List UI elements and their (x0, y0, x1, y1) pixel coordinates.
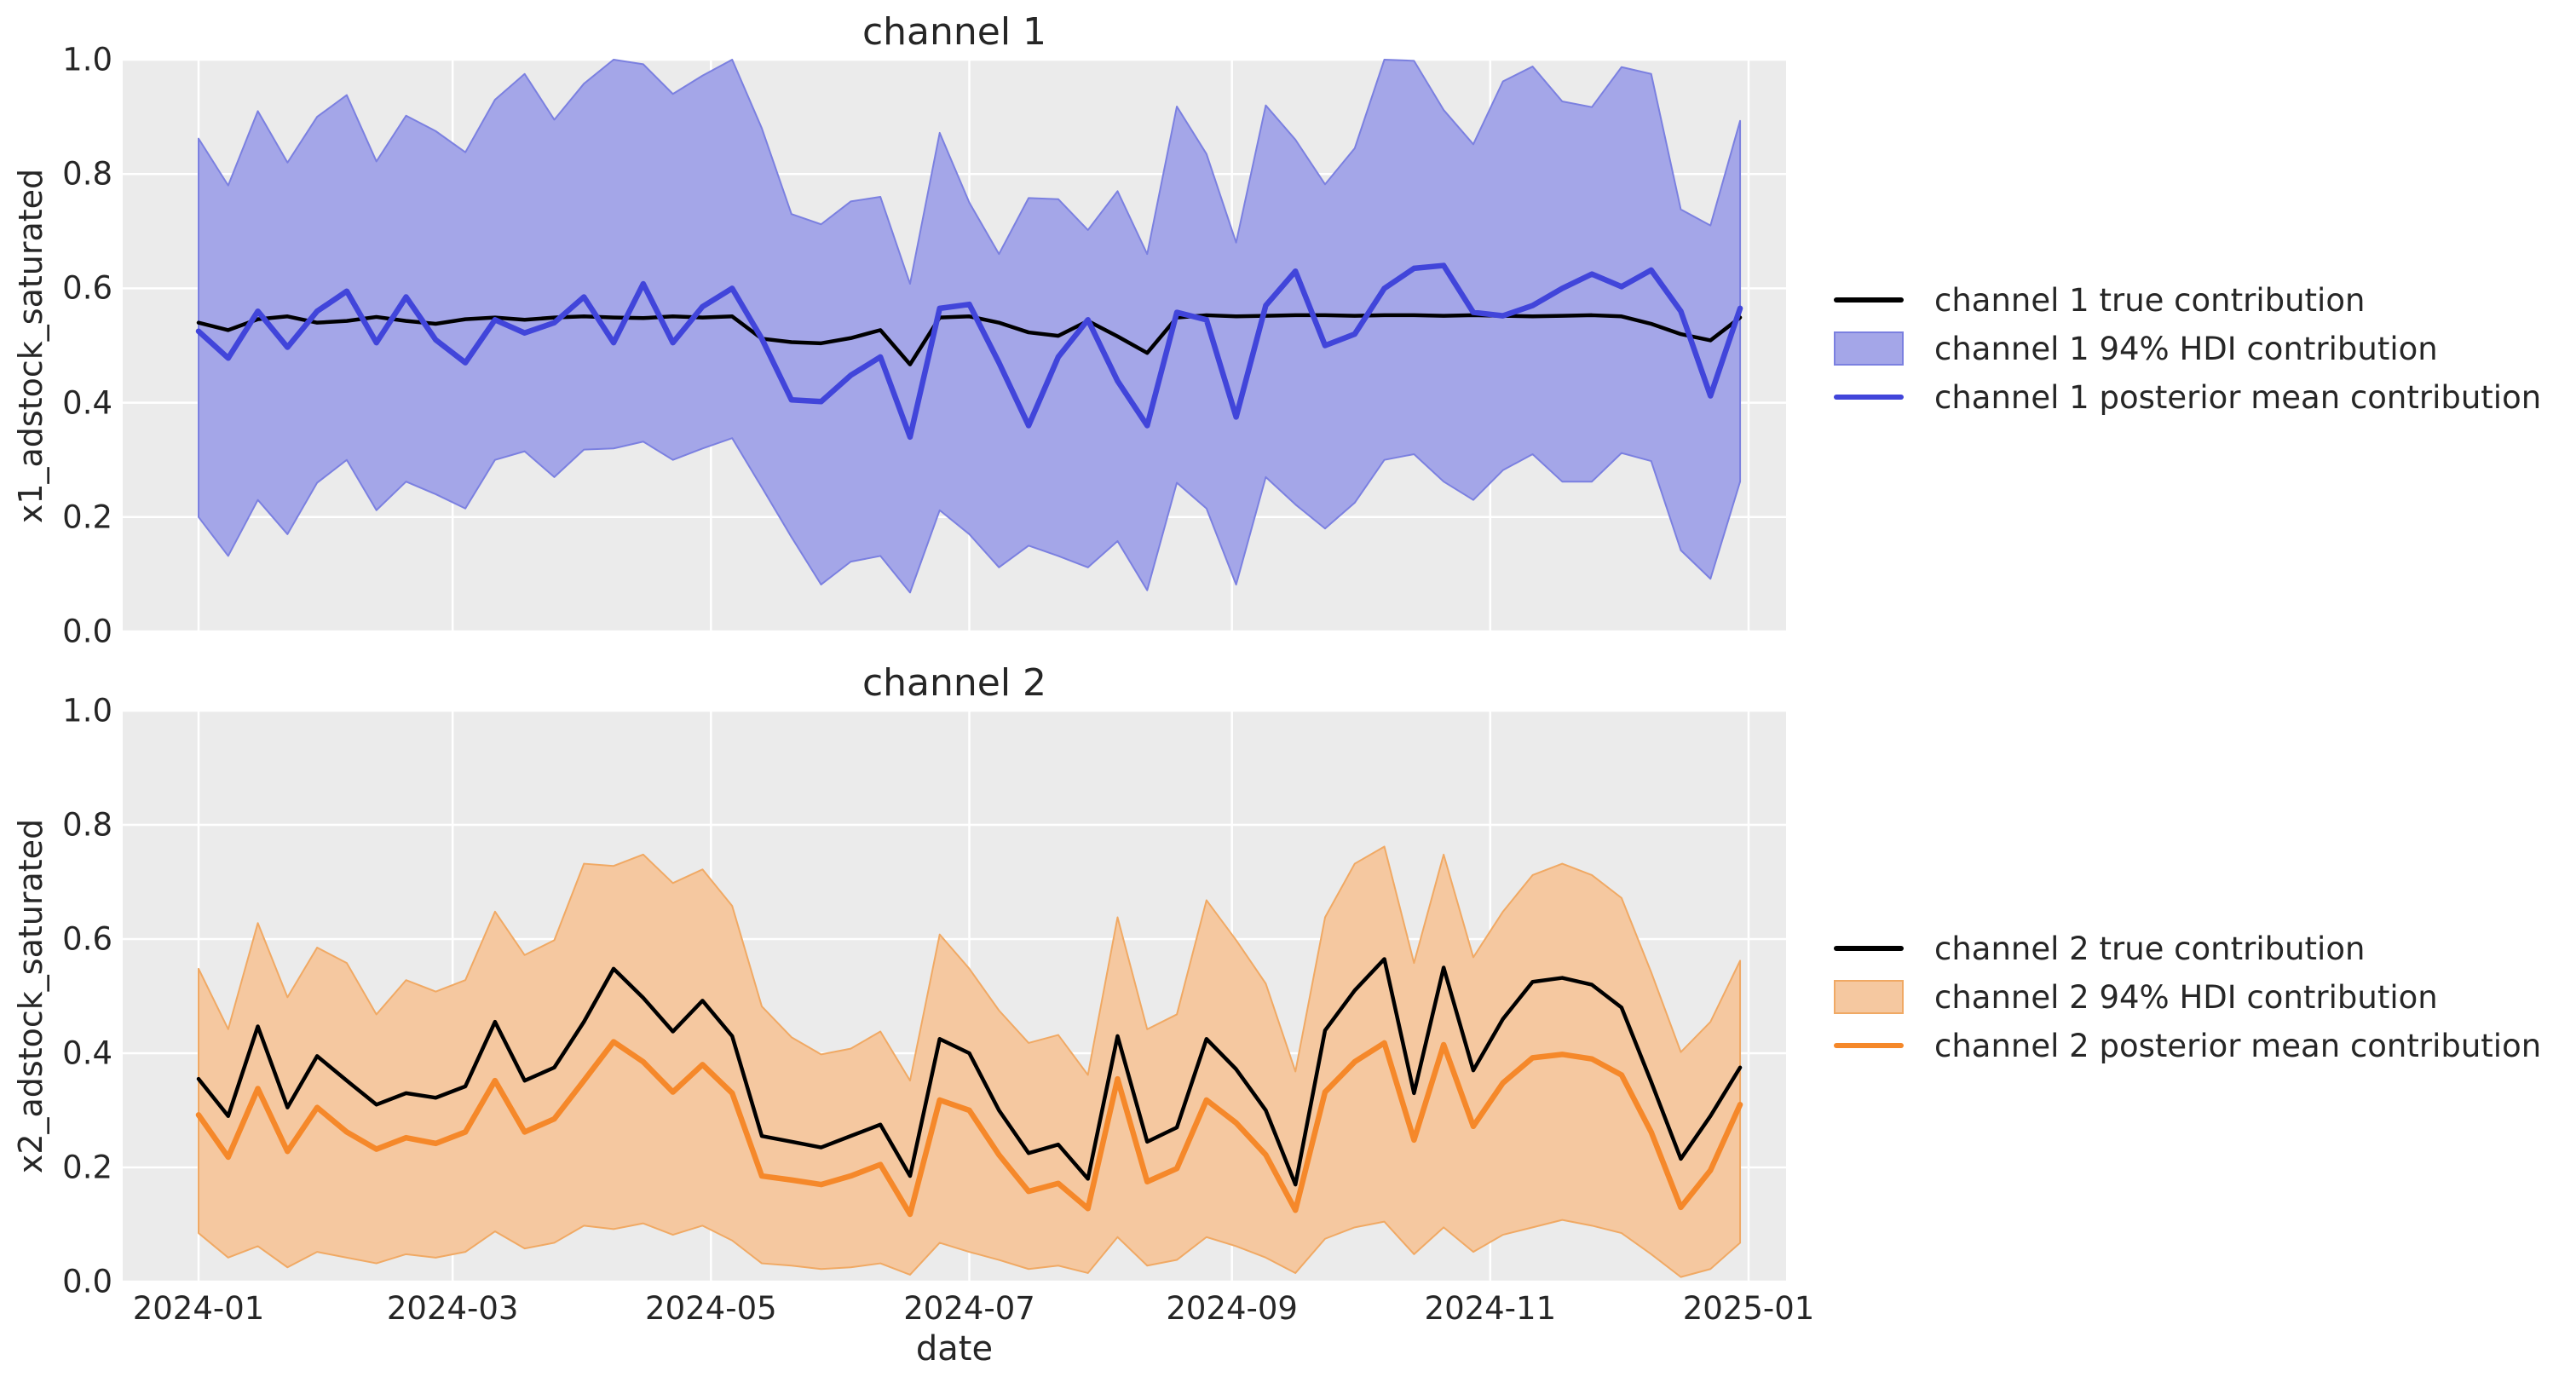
x-tick-label: 2024-11 (1424, 1290, 1557, 1327)
legend-label: channel 1 posterior mean contribution (1934, 378, 2542, 416)
hdi-band (198, 59, 1742, 594)
orange-line-swatch-icon (1834, 1043, 1904, 1048)
hdi-band-swatch-icon (1834, 980, 1904, 1014)
y-axis-label-channel-2: x2_adstock_saturated (12, 818, 49, 1174)
chart-title-channel-2: channel 2 (862, 661, 1047, 705)
true-contribution-line (196, 957, 1743, 1187)
legend-label: channel 2 true contribution (1934, 930, 2366, 967)
posterior-mean-line (195, 262, 1743, 441)
y-tick-label: 0.8 (62, 806, 112, 844)
y-tick-label: 0.8 (62, 155, 112, 193)
legend-item-posterior-mean-1: channel 1 posterior mean contribution (1834, 373, 2541, 421)
black-line-swatch-icon (1834, 946, 1904, 951)
legend-label: channel 1 true contribution (1934, 281, 2366, 319)
legend-item-hdi-contribution-2: channel 2 94% HDI contribution (1834, 973, 2438, 1021)
x-tick-label: 2025-01 (1682, 1290, 1815, 1327)
legend-item-true-contribution-2: channel 2 true contribution (1834, 925, 2365, 972)
legend-label: channel 2 posterior mean contribution (1934, 1027, 2542, 1064)
hdi-band (198, 845, 1742, 1278)
y-tick-label: 0.4 (62, 384, 112, 422)
legend-item-hdi-contribution-1: channel 1 94% HDI contribution (1834, 325, 2438, 372)
x-tick-label: 2024-01 (132, 1290, 265, 1327)
x-tick-label: 2024-05 (645, 1290, 777, 1327)
legend-item-posterior-mean-2: channel 2 posterior mean contribution (1834, 1022, 2541, 1069)
x-tick-label: 2024-09 (1166, 1290, 1298, 1327)
y-tick-label: 0.6 (62, 920, 112, 958)
y-tick-label: 0.2 (62, 1149, 112, 1186)
legend-label: channel 2 94% HDI contribution (1934, 978, 2438, 1016)
y-tick-label: 1.0 (62, 692, 112, 729)
black-line-swatch-icon (1834, 297, 1904, 303)
y-axis-label-channel-1: x1_adstock_saturated (12, 168, 49, 524)
y-tick-label: 0.2 (62, 498, 112, 536)
hdi-band-swatch-icon (1834, 331, 1904, 366)
blue-line-swatch-icon (1834, 395, 1904, 400)
y-tick-label: 0.0 (62, 1263, 112, 1300)
legend-label: channel 1 94% HDI contribution (1934, 330, 2438, 367)
posterior-mean-line (195, 1039, 1743, 1218)
x-tick-label: 2024-07 (903, 1290, 1035, 1327)
legend-item-true-contribution-1: channel 1 true contribution (1834, 276, 2365, 324)
chart-title-channel-1: channel 1 (862, 10, 1047, 54)
x-axis-label-date: date (915, 1329, 994, 1369)
y-tick-label: 1.0 (62, 41, 112, 78)
y-tick-label: 0.4 (62, 1034, 112, 1072)
y-tick-label: 0.6 (62, 269, 112, 307)
y-tick-label: 0.0 (62, 613, 112, 650)
x-tick-label: 2024-03 (386, 1290, 519, 1327)
